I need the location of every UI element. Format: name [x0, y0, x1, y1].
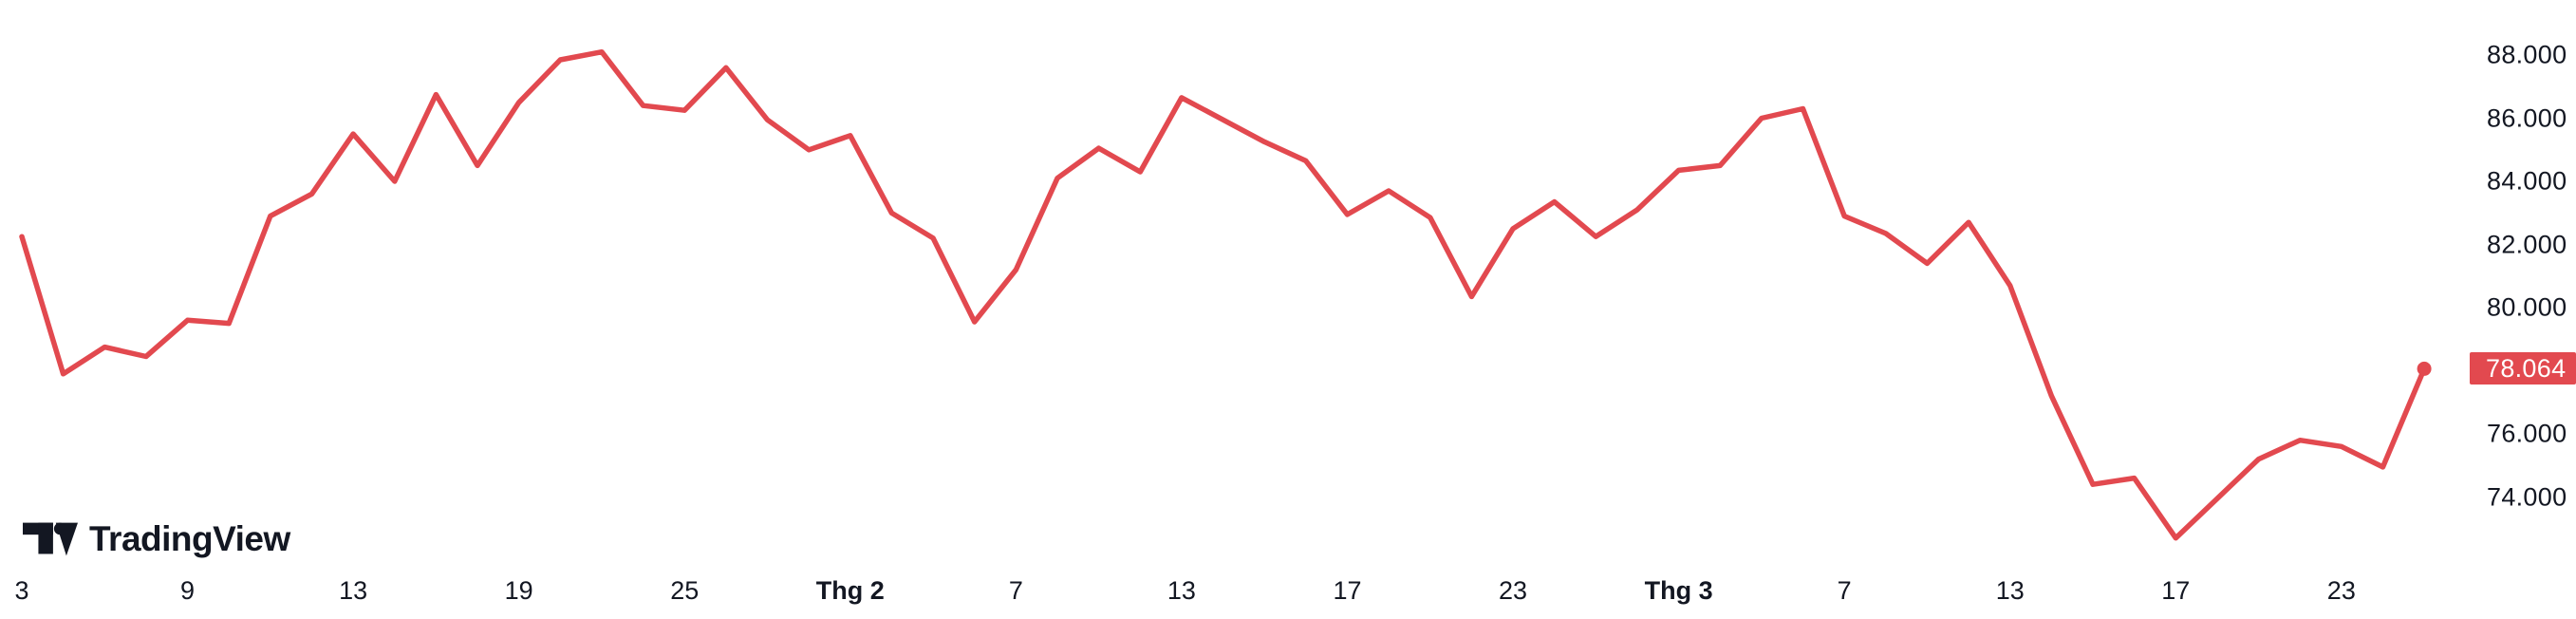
price-scale-tick-label: 86.000	[2487, 103, 2567, 132]
date-axis-label: 13	[339, 576, 368, 605]
date-axis-label: 19	[504, 576, 533, 605]
price-scale-tick-label: 82.000	[2487, 230, 2567, 258]
last-price-marker-dot	[2417, 361, 2432, 376]
price-scale-tick-label: 80.000	[2487, 292, 2567, 322]
date-axis-label: 17	[1333, 576, 1362, 605]
date-axis-label: 9	[180, 576, 196, 605]
tradingview-logo[interactable]: TradingView	[23, 520, 290, 558]
price-line	[19, 48, 2427, 541]
date-axis-label: 13	[1995, 576, 2025, 605]
date-axis-label: 7	[1008, 576, 1023, 605]
tradingview-wordmark: TradingView	[89, 519, 290, 558]
date-axis-label: Thg 2	[815, 576, 885, 605]
date-axis-label: 13	[1167, 576, 1196, 605]
date-axis-label: 25	[670, 576, 700, 605]
price-scale-tick-label: 84.000	[2487, 166, 2567, 196]
tradingview-logo-icon	[23, 522, 78, 556]
date-axis-label: Thg 3	[1644, 576, 1713, 605]
last-price-badge: 78.064	[2470, 352, 2576, 385]
date-axis-label: 23	[2326, 576, 2356, 605]
price-scale-tick-label: 76.000	[2487, 419, 2567, 448]
date-axis-label: 23	[1499, 576, 1528, 605]
date-axis-label: 7	[1837, 576, 1852, 605]
date-axis-label: 17	[2161, 576, 2191, 605]
date-axis-label: 3	[14, 576, 29, 605]
price-scale-tick-label: 74.000	[2487, 482, 2567, 511]
price-scale-tick-label: 88.000	[2487, 40, 2567, 69]
